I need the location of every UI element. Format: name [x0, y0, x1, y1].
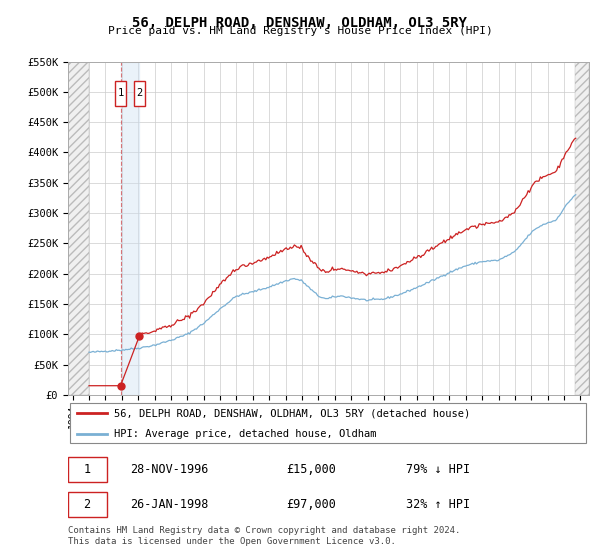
FancyBboxPatch shape	[115, 81, 126, 106]
FancyBboxPatch shape	[68, 457, 107, 482]
Text: HPI: Average price, detached house, Oldham: HPI: Average price, detached house, Oldh…	[113, 429, 376, 439]
Text: 2: 2	[83, 498, 91, 511]
Bar	[121, 62, 139, 395]
Text: Contains HM Land Registry data © Crown copyright and database right 2024.
This d: Contains HM Land Registry data © Crown c…	[68, 526, 460, 546]
Text: 1: 1	[118, 88, 124, 98]
Text: £97,000: £97,000	[287, 498, 337, 511]
Text: 32% ↑ HPI: 32% ↑ HPI	[406, 498, 470, 511]
Text: 56, DELPH ROAD, DENSHAW, OLDHAM, OL3 5RY: 56, DELPH ROAD, DENSHAW, OLDHAM, OL3 5RY	[133, 16, 467, 30]
Text: 1: 1	[83, 463, 91, 476]
Text: 79% ↓ HPI: 79% ↓ HPI	[406, 463, 470, 476]
Text: £15,000: £15,000	[287, 463, 337, 476]
Text: 2: 2	[136, 88, 142, 98]
FancyBboxPatch shape	[68, 492, 107, 517]
Text: 26-JAN-1998: 26-JAN-1998	[130, 498, 209, 511]
FancyBboxPatch shape	[70, 403, 586, 444]
Text: 28-NOV-1996: 28-NOV-1996	[130, 463, 209, 476]
Text: Price paid vs. HM Land Registry's House Price Index (HPI): Price paid vs. HM Land Registry's House …	[107, 26, 493, 36]
FancyBboxPatch shape	[134, 81, 145, 106]
Text: 56, DELPH ROAD, DENSHAW, OLDHAM, OL3 5RY (detached house): 56, DELPH ROAD, DENSHAW, OLDHAM, OL3 5RY…	[113, 408, 470, 418]
